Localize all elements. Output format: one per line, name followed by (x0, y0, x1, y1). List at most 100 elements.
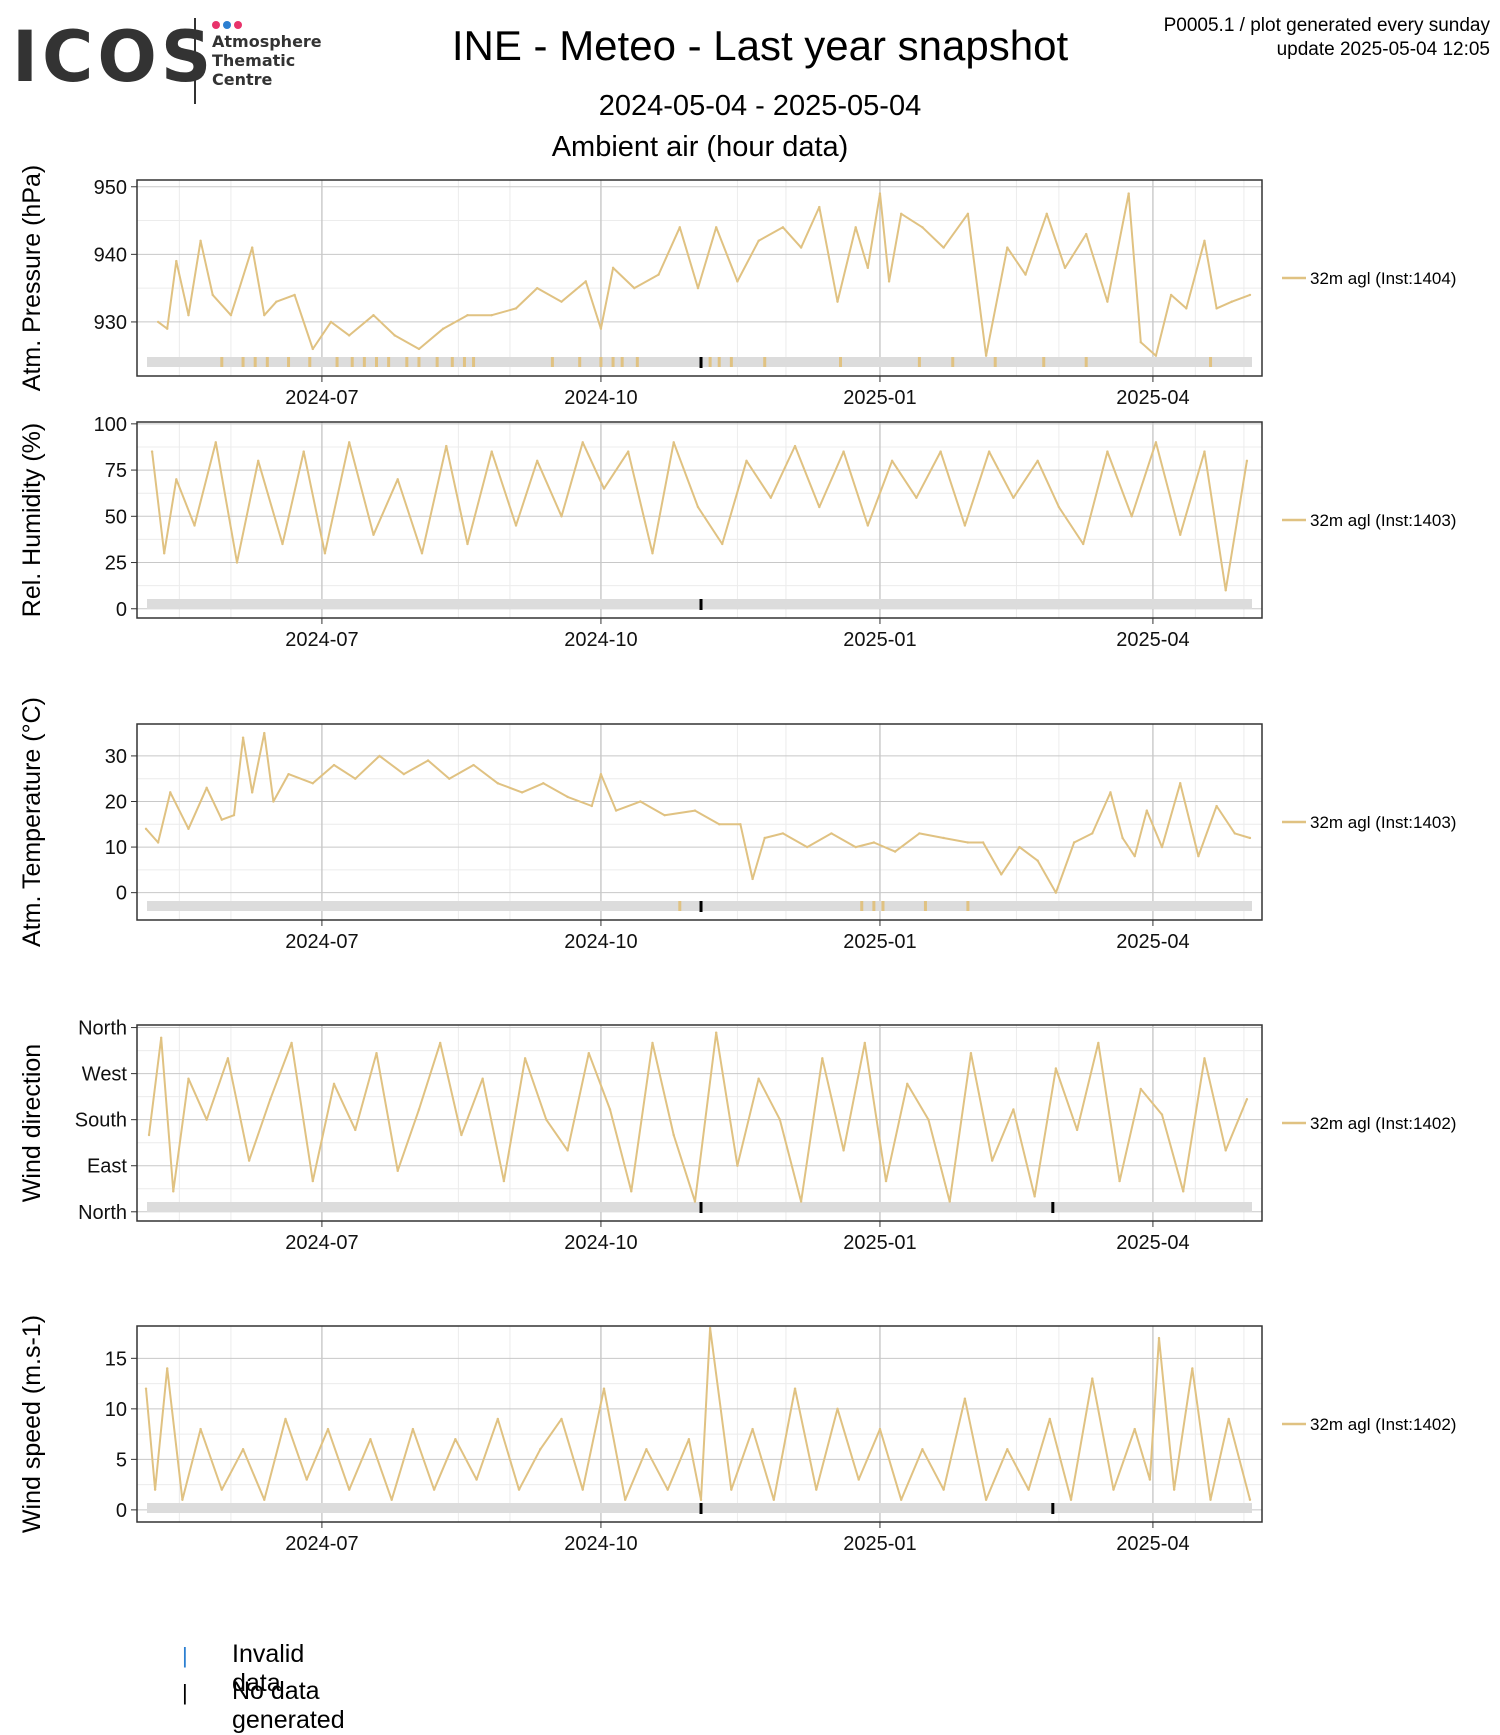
data-point (275, 300, 278, 303)
data-point (821, 1057, 824, 1060)
data-point (778, 1118, 782, 1121)
legend-label: 32m agl (Inst:1403) (1310, 511, 1456, 530)
x-tick-label: 2024-07 (285, 1232, 358, 1254)
data-point (942, 836, 945, 840)
data-point (899, 1498, 903, 1501)
data-point (818, 205, 821, 209)
logo-dot (234, 21, 242, 29)
data-point (232, 813, 236, 817)
x-tick-label: 2025-01 (843, 1533, 916, 1555)
nodata-mark (699, 357, 703, 368)
data-point (714, 1031, 718, 1034)
data-point (460, 1133, 463, 1137)
no-data-label: No data generated (232, 1677, 345, 1734)
data-point (348, 441, 351, 444)
status-flag-mark (578, 357, 582, 367)
y-axis-label: Wind speed (m.s-1) (18, 1315, 46, 1533)
data-point (599, 327, 603, 330)
data-point (1027, 1488, 1030, 1491)
data-point (699, 1498, 703, 1501)
status-flag-mark (708, 357, 712, 367)
data-point (623, 1498, 627, 1501)
data-point (566, 1149, 569, 1152)
status-flag-mark (860, 901, 864, 911)
x-tick-label: 2025-04 (1116, 931, 1189, 953)
data-point (150, 450, 154, 453)
page-title: INE - Meteo - Last year snapshot (451, 22, 1069, 69)
data-point (984, 354, 988, 357)
data-point (284, 1417, 287, 1421)
data-point (587, 1051, 590, 1055)
data-point (887, 280, 891, 283)
data-point (1154, 354, 1158, 357)
data-point (220, 818, 224, 821)
data-point (1057, 505, 1061, 509)
data-point (372, 313, 375, 317)
x-tick-label: 2024-07 (285, 387, 358, 409)
data-point (799, 1200, 803, 1203)
data-point (329, 320, 333, 324)
status-flag-mark (253, 357, 257, 367)
y-axis-label: Rel. Humidity (%) (18, 423, 46, 617)
x-tick-label: 2024-10 (564, 931, 637, 953)
data-point (241, 736, 245, 739)
data-point (1112, 1488, 1115, 1491)
data-point (899, 212, 903, 215)
data-point (1109, 791, 1112, 794)
status-flag-mark (620, 357, 624, 367)
data-point (739, 823, 742, 826)
data-point (836, 300, 839, 303)
generation-info: P0005.1 / plot generated every sunday up… (1164, 14, 1490, 62)
data-point (1157, 1336, 1161, 1340)
data-point (602, 1387, 606, 1390)
data-point (1233, 832, 1237, 835)
nodata-mark (699, 1503, 703, 1514)
data-point (696, 286, 700, 290)
data-point (1230, 300, 1233, 303)
status-flag-mark (729, 357, 733, 367)
status-flag-mark (599, 357, 603, 367)
chart-panel: 0 5 10 15 2024-07 2024-10 2025-01 2025-04 Wind s… (18, 1315, 1456, 1555)
y-axis-label: Atm. Pressure (hPa) (18, 165, 46, 391)
data-point (878, 1427, 882, 1431)
data-point (1106, 300, 1109, 303)
data-point (678, 226, 681, 229)
data-point (187, 1077, 190, 1080)
y-tick-label: 20 (105, 791, 127, 813)
data-point (205, 786, 208, 790)
data-point (1179, 533, 1182, 536)
y-tick-label: 940 (94, 244, 127, 266)
data-point (842, 1149, 845, 1152)
invalid-data-label: Invalid data (232, 1640, 305, 1697)
data-point (1045, 212, 1048, 215)
legend-label: 32m agl (Inst:1402) (1310, 1114, 1456, 1133)
y-tick-label: North (78, 1202, 127, 1224)
data-point (906, 1082, 909, 1086)
data-point (1139, 341, 1142, 344)
data-point (172, 1190, 175, 1193)
data-point (1106, 450, 1109, 453)
data-point (348, 1488, 351, 1491)
data-point (332, 1082, 336, 1086)
data-point (921, 1448, 924, 1451)
x-tick-label: 2024-07 (285, 931, 358, 953)
plot-area (137, 724, 1262, 920)
data-point (175, 259, 178, 263)
data-point (426, 759, 430, 762)
data-point (481, 1077, 484, 1080)
data-point (311, 347, 315, 351)
status-flag-mark (241, 357, 245, 367)
data-point (1172, 1488, 1176, 1491)
data-point (990, 1159, 994, 1162)
data-point (1054, 1067, 1058, 1070)
status-flag-mark (993, 357, 997, 367)
data-point (842, 450, 845, 453)
data-point (772, 1498, 776, 1501)
data-point (520, 791, 524, 794)
series-line (148, 1031, 1248, 1203)
data-point (332, 763, 336, 767)
data-point (1160, 845, 1164, 849)
data-point (1209, 1498, 1212, 1501)
data-point (445, 444, 448, 448)
plot-id-note: P0005.1 / plot generated every sunday (1163, 15, 1490, 36)
